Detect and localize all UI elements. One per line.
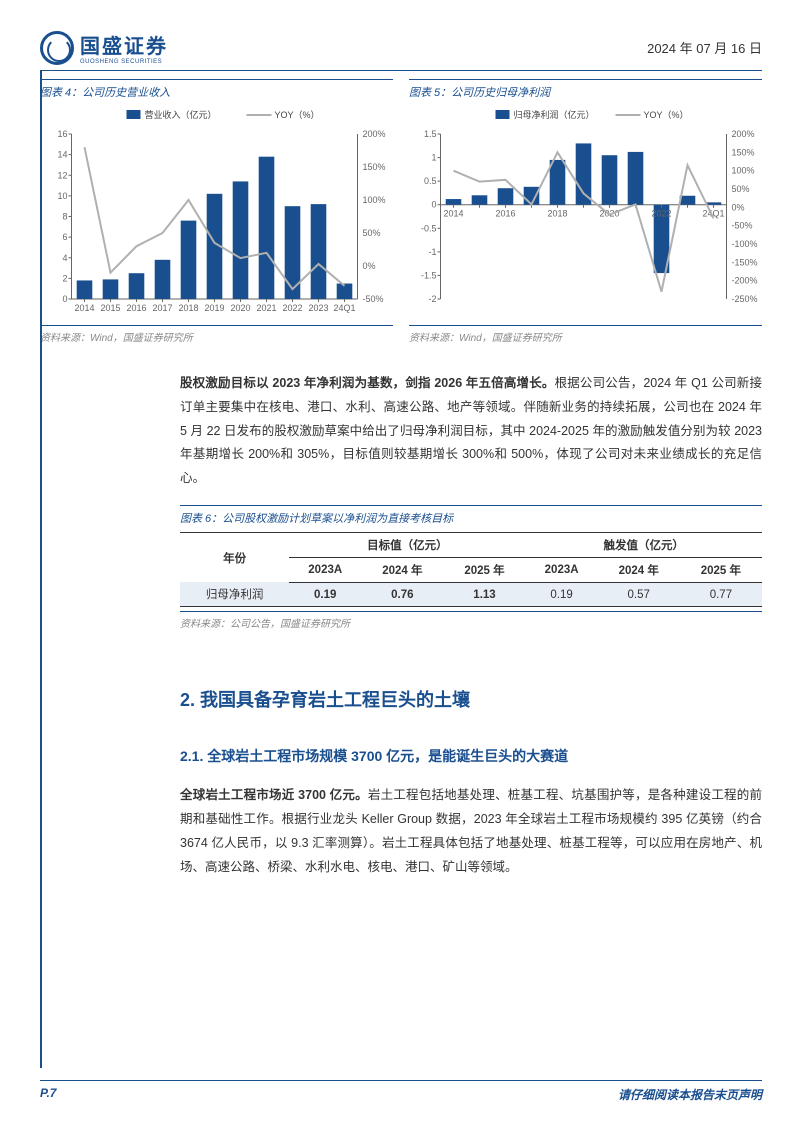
th-sub: 2024 年 (361, 557, 443, 582)
svg-text:2017: 2017 (152, 303, 172, 313)
svg-text:100%: 100% (363, 195, 386, 205)
svg-text:6: 6 (62, 232, 67, 242)
svg-text:-100%: -100% (732, 239, 758, 249)
para1-rest: 根据公司公告，2024 年 Q1 公司新接订单主要集中在核电、港口、水利、高速公… (180, 376, 762, 485)
svg-text:2018: 2018 (547, 209, 567, 219)
svg-text:50%: 50% (732, 184, 750, 194)
page-header: 国盛证券 GUOSHENG SECURITIES 2024 年 07 月 16 … (40, 30, 762, 71)
svg-text:-50%: -50% (732, 221, 753, 231)
svg-text:200%: 200% (732, 129, 755, 139)
logo-cn: 国盛证券 (80, 30, 168, 59)
chart-4-source: 资料来源：Wind，国盛证券研究所 (40, 325, 393, 344)
svg-text:24Q1: 24Q1 (333, 303, 355, 313)
svg-text:14: 14 (57, 150, 67, 160)
page-footer: P.7 请仔细阅读本报告末页声明 (40, 1080, 762, 1103)
svg-text:150%: 150% (732, 147, 755, 157)
svg-text:10: 10 (57, 191, 67, 201)
svg-text:2016: 2016 (126, 303, 146, 313)
th-sub: 2024 年 (598, 557, 680, 582)
svg-text:2: 2 (62, 273, 67, 283)
row-label: 归母净利润 (180, 582, 289, 607)
svg-text:-200%: -200% (732, 276, 758, 286)
logo-en: GUOSHENG SECURITIES (80, 59, 168, 65)
cell: 0.77 (680, 582, 762, 607)
th-sub: 2025 年 (443, 557, 525, 582)
section-heading-2-1: 2.1. 全球岩土工程市场规模 3700 亿元，是能诞生巨头的大赛道 (180, 746, 762, 766)
paragraph-2: 全球岩土工程市场近 3700 亿元。岩土工程包括地基处理、桩基工程、坑基围护等，… (180, 784, 762, 879)
svg-text:1.5: 1.5 (424, 129, 437, 139)
th-sub: 2025 年 (680, 557, 762, 582)
chart-5-svg: 归母净利润（亿元） YOY（%） -2 -1.5 -1 -0.5 0 0.5 1 1.5 -250%… (409, 106, 762, 321)
chart-4-title: 图表 4：公司历史营业收入 (40, 79, 393, 106)
table-6: 图表 6：公司股权激励计划草案以净利润为直接考核目标 年份 目标值（亿元） 触发… (180, 505, 762, 631)
para2-bold: 全球岩土工程市场近 3700 亿元。 (180, 788, 368, 802)
svg-text:-1.5: -1.5 (421, 270, 437, 280)
svg-text:2020: 2020 (230, 303, 250, 313)
svg-text:0: 0 (62, 294, 67, 304)
svg-text:2015: 2015 (100, 303, 120, 313)
svg-text:200%: 200% (363, 129, 386, 139)
chart-5-title: 图表 5：公司历史归母净利润 (409, 79, 762, 106)
cell: 0.76 (361, 582, 443, 607)
para1-bold: 股权激励目标以 2023 年净利润为基数，剑指 2026 年五倍高增长。 (180, 376, 555, 390)
svg-text:4: 4 (62, 253, 67, 263)
svg-text:2019: 2019 (204, 303, 224, 313)
svg-text:1: 1 (431, 153, 436, 163)
footer-disclaimer: 请仔细阅读本报告末页声明 (618, 1086, 762, 1103)
cell: 0.19 (526, 582, 598, 607)
cell: 0.57 (598, 582, 680, 607)
svg-text:2023: 2023 (308, 303, 328, 313)
svg-text:营业收入（亿元）: 营业收入（亿元） (145, 109, 217, 120)
th-group2: 触发值（亿元） (526, 532, 762, 557)
th-sub: 2023A (289, 557, 361, 582)
logo: 国盛证券 GUOSHENG SECURITIES (40, 30, 168, 65)
table-6-source: 资料来源：公司公告，国盛证券研究所 (180, 611, 762, 630)
svg-text:16: 16 (57, 129, 67, 139)
cell: 1.13 (443, 582, 525, 607)
chart-4-svg: 营业收入（亿元） YOY（%） 0 2 4 6 8 10 12 14 16 -50% 0% 50% 100%… (40, 106, 393, 321)
page-number: P.7 (40, 1086, 56, 1103)
logo-icon (40, 31, 74, 65)
chart-5: 图表 5：公司历史归母净利润 归母净利润（亿元） YOY（%） -2 -1.5 -1 -0… (409, 79, 762, 344)
svg-text:12: 12 (57, 170, 67, 180)
svg-text:2018: 2018 (178, 303, 198, 313)
th-group1: 目标值（亿元） (289, 532, 525, 557)
cell: 0.19 (289, 582, 361, 607)
svg-text:-1: -1 (428, 247, 436, 257)
svg-text:50%: 50% (363, 228, 381, 238)
section-heading-2: 2. 我国具备孕育岩土工程巨头的土壤 (180, 686, 762, 712)
svg-text:YOY（%）: YOY（%） (275, 110, 320, 120)
svg-text:-50%: -50% (363, 294, 384, 304)
svg-text:150%: 150% (363, 162, 386, 172)
chart-4: 图表 4：公司历史营业收入 营业收入（亿元） YOY（%） 0 2 4 6 8 10 12 14 1… (40, 79, 393, 344)
svg-text:-0.5: -0.5 (421, 223, 437, 233)
svg-text:2022: 2022 (282, 303, 302, 313)
svg-text:归母净利润（亿元）: 归母净利润（亿元） (514, 109, 595, 120)
svg-text:0%: 0% (732, 202, 745, 212)
svg-text:YOY（%）: YOY（%） (644, 110, 689, 120)
svg-text:-2: -2 (428, 294, 436, 304)
svg-text:8: 8 (62, 212, 67, 222)
svg-text:100%: 100% (732, 166, 755, 176)
svg-text:2014: 2014 (74, 303, 94, 313)
svg-text:0%: 0% (363, 261, 376, 271)
svg-text:2016: 2016 (495, 209, 515, 219)
svg-text:0: 0 (431, 200, 436, 210)
chart-5-source: 资料来源：Wind，国盛证券研究所 (409, 325, 762, 344)
paragraph-1: 股权激励目标以 2023 年净利润为基数，剑指 2026 年五倍高增长。根据公司… (180, 372, 762, 491)
svg-text:2022: 2022 (651, 209, 671, 219)
svg-text:-150%: -150% (732, 257, 758, 267)
report-date: 2024 年 07 月 16 日 (647, 38, 762, 57)
table-6-title: 图表 6：公司股权激励计划草案以净利润为直接考核目标 (180, 505, 762, 532)
svg-text:2021: 2021 (256, 303, 276, 313)
th-sub: 2023A (526, 557, 598, 582)
svg-text:0.5: 0.5 (424, 176, 437, 186)
svg-text:-250%: -250% (732, 294, 758, 304)
svg-text:2014: 2014 (443, 209, 463, 219)
th-year: 年份 (180, 532, 289, 582)
